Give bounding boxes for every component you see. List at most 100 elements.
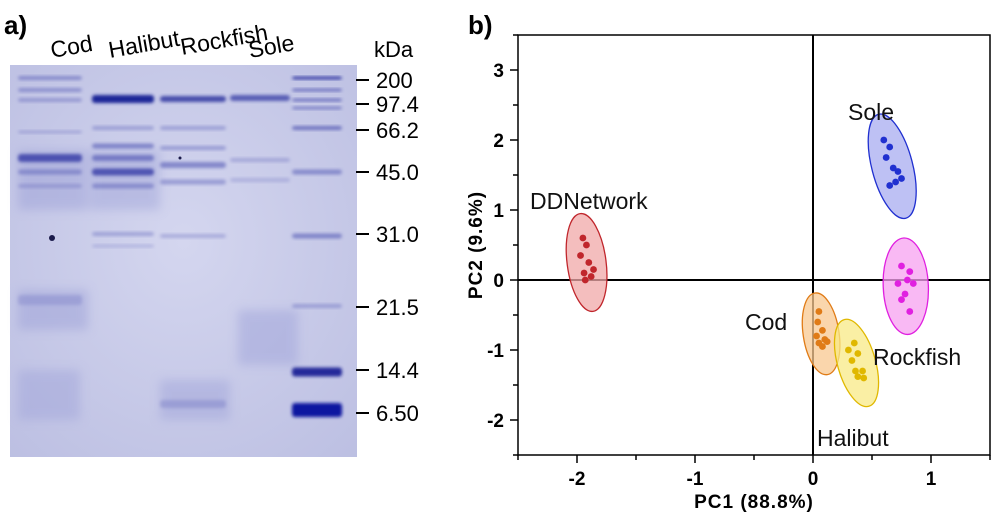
lane-label-cod: Cod: [48, 30, 94, 63]
x-axis-title: PC1 (88.8%): [694, 492, 814, 513]
confidence-ellipses: [565, 113, 930, 408]
point-sole: [889, 164, 897, 172]
point-ddnetwork: [585, 259, 593, 266]
mw-label-6: 6.50: [376, 401, 419, 426]
mw-label-14: 14.4: [376, 358, 419, 383]
point-sole: [892, 178, 899, 186]
group-label-rockfish: Rockfish: [873, 344, 961, 370]
gel-band: [292, 126, 342, 130]
gel-band: [160, 146, 226, 150]
point-sole: [898, 175, 905, 182]
gel-band: [92, 143, 154, 149]
point-ddnetwork: [590, 266, 597, 273]
mw-markers: 200 97.4 66.2 45.0 31.0 21.5 14.4 6.50: [356, 68, 419, 426]
gel-band: [92, 244, 154, 248]
gel-band: [18, 184, 82, 188]
gel-band: [92, 155, 154, 161]
point-sole: [880, 136, 888, 144]
gel-band: [292, 76, 342, 80]
mw-label-21: 21.5: [376, 295, 419, 320]
gel-band: [18, 169, 82, 175]
y-tick-label: -2: [487, 411, 504, 432]
lane-label-halibut: Halibut: [106, 25, 182, 63]
gel-band: [292, 403, 342, 417]
y-tick-label: -1: [487, 341, 504, 362]
point-rockfish: [906, 268, 914, 275]
gel-band: [18, 295, 82, 305]
group-label-ddnetwork: DDNetwork: [530, 188, 648, 214]
group-labels: DDNetwork Cod Halibut Rockfish Sole: [530, 99, 961, 451]
gel-band: [292, 367, 342, 377]
gel-band: [160, 162, 226, 168]
x-tick-label: -2: [569, 469, 586, 490]
point-rockfish: [909, 280, 917, 287]
point-ddnetwork: [587, 273, 595, 280]
y-tick-label: 0: [493, 271, 504, 292]
point-halibut: [850, 339, 858, 347]
mw-label-66: 66.2: [376, 118, 419, 143]
ellipse-rockfish: [882, 237, 930, 336]
group-label-halibut: Halibut: [817, 425, 889, 451]
point-halibut: [854, 350, 862, 357]
y-ticks: -2 -1 0 1 2 3: [487, 34, 518, 456]
gel-image: [10, 65, 357, 457]
gel-band: [160, 234, 226, 238]
pca-plot: -2 -1 0 1 -2 -1 0 1 2 3 DDNetwork Cod Halibut Ro…: [466, 34, 991, 513]
x-ticks: -2 -1 0 1: [517, 455, 991, 490]
point-cod: [819, 343, 826, 350]
point-cod: [813, 332, 820, 340]
y-tick-label: 3: [493, 61, 504, 82]
gel-band: [160, 179, 226, 185]
point-ddnetwork: [577, 252, 584, 259]
x-tick-label: 1: [926, 469, 937, 490]
gel-band: [18, 76, 82, 80]
gel-band: [292, 98, 342, 102]
gel-band: [160, 400, 226, 408]
gel-spot: [49, 235, 55, 241]
point-halibut: [845, 346, 852, 354]
point-sole: [886, 143, 894, 151]
gel-band: [292, 88, 342, 92]
point-ddnetwork: [580, 269, 588, 277]
point-halibut: [859, 367, 866, 375]
point-cod: [819, 327, 826, 334]
point-cod: [823, 338, 831, 345]
point-halibut: [848, 357, 856, 364]
gel-band: [292, 304, 342, 308]
lane-labels: Cod Halibut Rockfish Sole: [48, 19, 296, 63]
group-label-sole: Sole: [848, 99, 894, 125]
gel-band: [160, 126, 226, 130]
gel-band: [18, 130, 82, 134]
gel-band: [292, 169, 342, 175]
point-halibut: [854, 373, 862, 380]
point-rockfish: [906, 308, 914, 315]
gel-band: [292, 106, 342, 110]
panel-b-label: b): [468, 10, 493, 40]
gel-band: [92, 183, 154, 189]
gel-bands: [18, 76, 342, 417]
gel-band: [92, 95, 154, 103]
gel-band: [292, 233, 342, 239]
point-sole: [894, 168, 902, 175]
panel-a-label: a): [4, 10, 27, 40]
point-ddnetwork: [583, 241, 590, 249]
group-label-cod: Cod: [745, 309, 787, 335]
gel-band: [18, 98, 82, 102]
gel-band: [160, 96, 226, 102]
gel-band: [230, 158, 290, 162]
mw-unit: kDa: [374, 37, 414, 62]
point-halibut: [852, 367, 859, 375]
gel-band: [92, 126, 154, 130]
ellipse-halibut: [833, 318, 880, 408]
x-tick-label: 0: [808, 469, 819, 490]
point-rockfish: [904, 276, 911, 284]
mw-label-45: 45.0: [376, 160, 419, 185]
data-points: [577, 136, 917, 382]
x-tick-label: -1: [687, 469, 704, 490]
gel-band: [230, 178, 290, 182]
gel-spot: [178, 156, 182, 160]
point-rockfish: [894, 280, 902, 287]
gel-band: [18, 154, 82, 162]
